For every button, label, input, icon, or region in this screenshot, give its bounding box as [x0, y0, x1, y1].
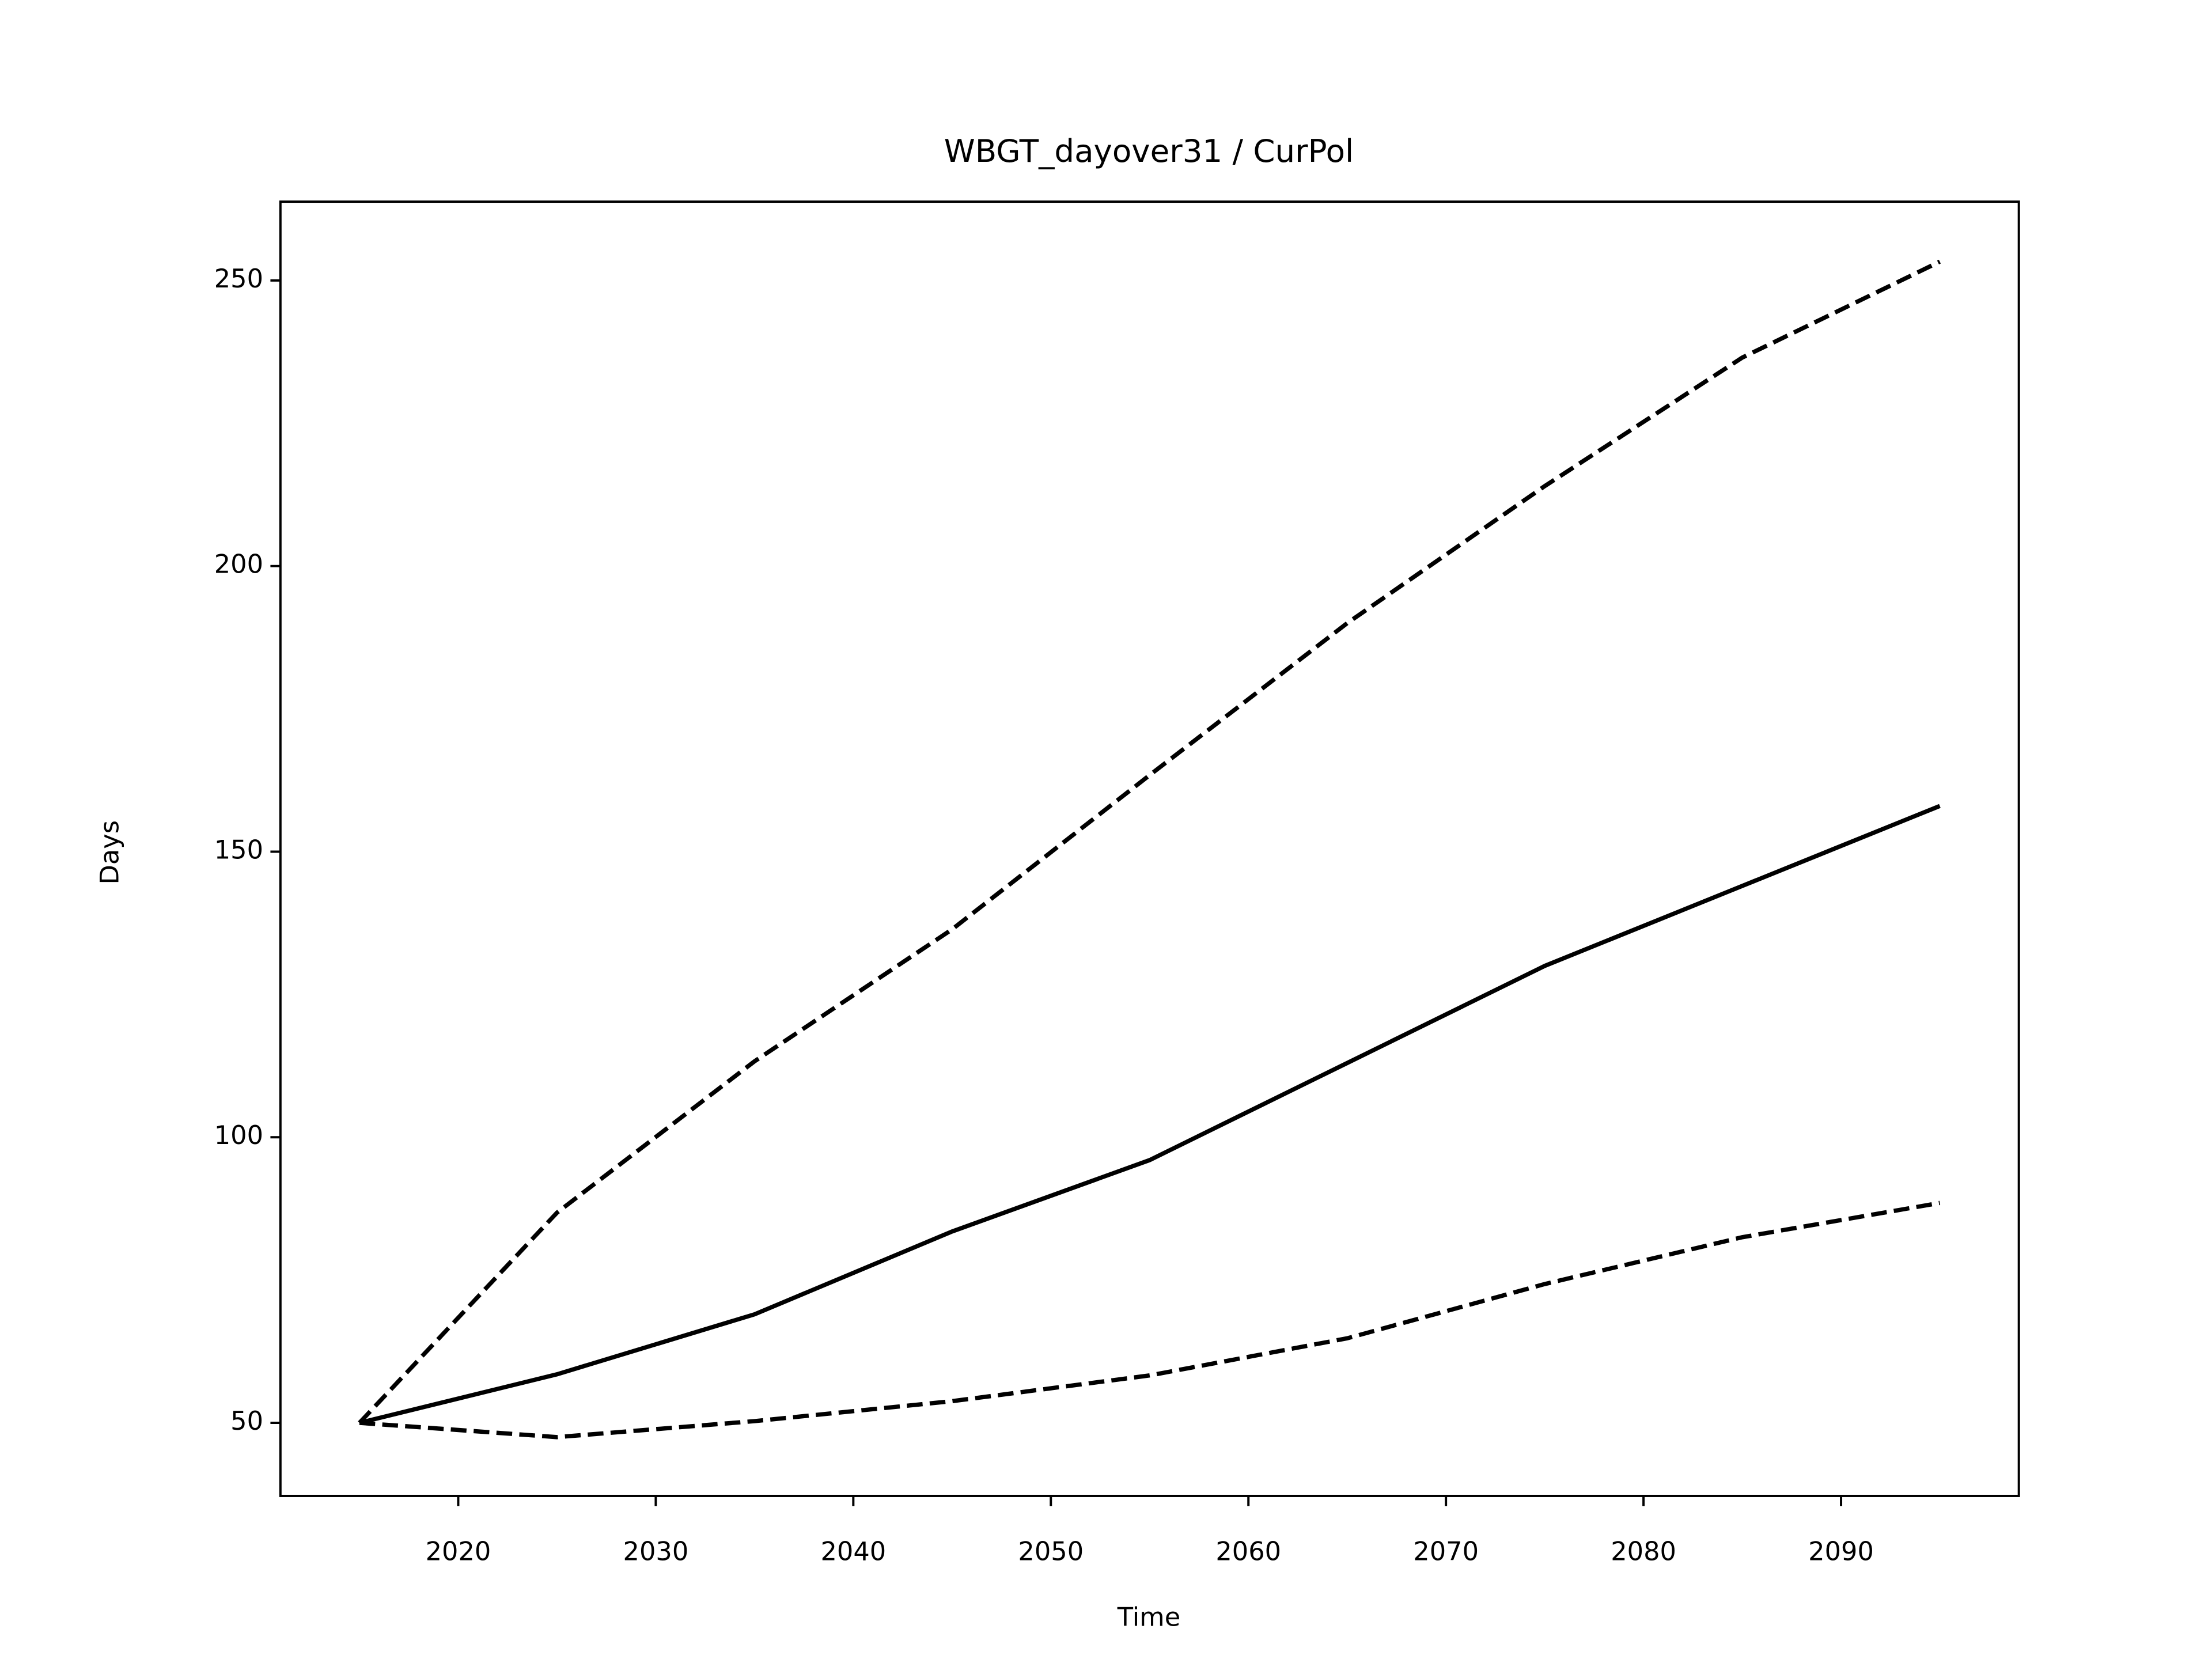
x-tick-label: 2080: [1611, 1536, 1676, 1566]
x-tick-label: 2020: [426, 1536, 491, 1566]
y-tick-label: 250: [214, 264, 263, 294]
series-line: [359, 804, 1941, 1425]
y-axis-label: Days: [95, 820, 125, 885]
x-tick-label: 2090: [1808, 1536, 1874, 1566]
y-tick-label: 50: [230, 1406, 263, 1436]
y-tick-label: 200: [214, 550, 263, 579]
x-tick-label: 2050: [1018, 1536, 1084, 1566]
y-tick-label: 150: [214, 835, 263, 865]
series-line: [358, 259, 1941, 1425]
plot-frame: [279, 200, 2020, 1497]
chart-title: WBGT_dayover31 / CurPol: [944, 132, 1354, 169]
y-tick-label: 100: [214, 1120, 263, 1150]
series-line: [359, 1200, 1941, 1440]
x-tick-label: 2030: [623, 1536, 689, 1566]
x-axis-label: Time: [1117, 1602, 1180, 1632]
x-tick-label: 2060: [1215, 1536, 1281, 1566]
x-tick-label: 2070: [1413, 1536, 1479, 1566]
x-tick-label: 2040: [820, 1536, 886, 1566]
